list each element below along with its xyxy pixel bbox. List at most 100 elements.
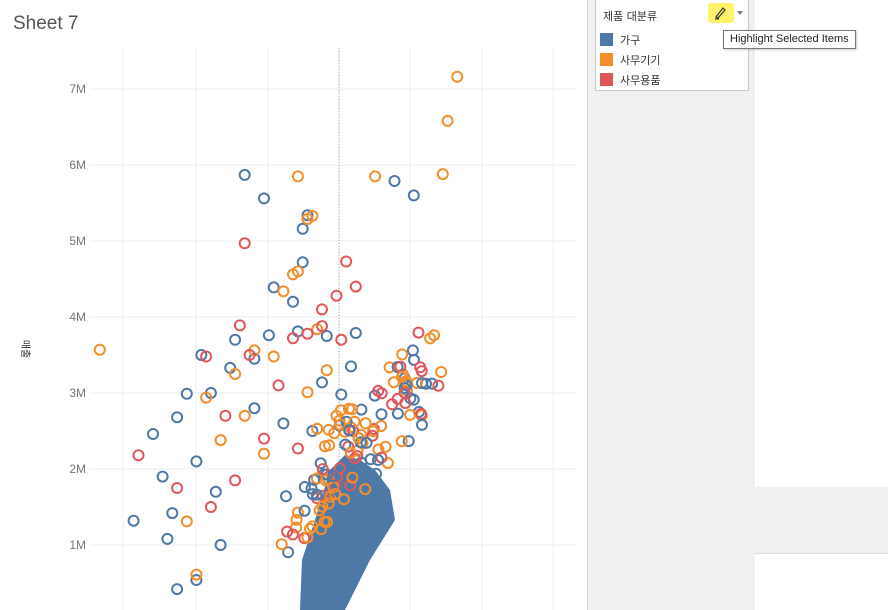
data-point[interactable] — [238, 237, 251, 250]
data-point[interactable] — [387, 376, 400, 389]
data-point[interactable] — [286, 528, 299, 541]
data-point[interactable] — [316, 376, 328, 389]
data-point[interactable] — [379, 440, 392, 453]
data-point[interactable] — [161, 532, 174, 545]
data-point[interactable] — [412, 326, 425, 339]
data-point[interactable] — [344, 479, 357, 492]
data-point[interactable] — [318, 440, 331, 453]
data-point[interactable] — [337, 493, 350, 506]
data-point[interactable] — [243, 349, 256, 361]
data-point[interactable] — [381, 457, 394, 470]
data-point[interactable] — [180, 387, 193, 400]
data-point[interactable] — [171, 583, 184, 596]
data-point[interactable] — [204, 501, 217, 513]
highlight-selected-items-button[interactable] — [708, 3, 734, 23]
data-point[interactable] — [248, 402, 261, 415]
data-point[interactable] — [291, 442, 304, 455]
data-point[interactable] — [359, 483, 372, 496]
data-point[interactable] — [258, 192, 270, 205]
data-point[interactable] — [272, 379, 285, 392]
data-point[interactable] — [416, 418, 428, 431]
data-point[interactable] — [290, 513, 303, 526]
data-point[interactable] — [306, 488, 319, 501]
data-point[interactable] — [345, 360, 357, 373]
data-point[interactable] — [262, 329, 275, 342]
legend-item-office-machines[interactable]: 사무기기 — [600, 51, 740, 67]
data-point[interactable] — [406, 344, 419, 357]
data-point[interactable] — [200, 391, 213, 404]
data-point[interactable] — [441, 114, 454, 127]
data-point[interactable] — [280, 490, 292, 503]
data-point[interactable] — [370, 467, 382, 480]
data-point[interactable] — [277, 285, 290, 298]
data-point[interactable] — [375, 420, 388, 432]
data-point[interactable] — [335, 333, 348, 346]
data-point[interactable] — [305, 482, 318, 495]
data-point[interactable] — [282, 546, 295, 559]
data-point[interactable] — [451, 70, 464, 83]
data-point[interactable] — [314, 457, 327, 470]
data-point[interactable] — [219, 409, 232, 422]
data-point[interactable] — [301, 327, 314, 340]
data-point[interactable] — [322, 497, 335, 510]
data-point[interactable] — [316, 500, 329, 513]
data-point[interactable] — [200, 350, 213, 363]
data-point[interactable] — [258, 432, 270, 445]
data-point[interactable] — [367, 425, 379, 438]
data-point[interactable] — [180, 515, 193, 528]
data-point[interactable] — [402, 435, 415, 448]
data-point[interactable] — [320, 364, 333, 377]
chevron-down-icon[interactable] — [735, 8, 745, 18]
data-point[interactable] — [366, 429, 379, 442]
data-point[interactable] — [404, 408, 416, 421]
data-point[interactable] — [214, 434, 227, 447]
data-point[interactable] — [229, 368, 242, 380]
legend-item-furniture[interactable]: 가구 — [600, 31, 740, 47]
data-point[interactable] — [275, 538, 288, 551]
data-point[interactable] — [127, 514, 140, 527]
data-point[interactable] — [238, 409, 251, 422]
data-point[interactable] — [372, 454, 384, 466]
data-point[interactable] — [214, 539, 227, 551]
data-point[interactable] — [171, 411, 184, 424]
data-point[interactable] — [343, 424, 356, 437]
data-point[interactable] — [346, 403, 359, 416]
data-point[interactable] — [348, 415, 361, 428]
data-point[interactable] — [335, 388, 348, 401]
data-point[interactable] — [166, 507, 179, 520]
data-point[interactable] — [238, 168, 251, 181]
data-point[interactable] — [372, 384, 385, 397]
data-point[interactable] — [132, 449, 145, 462]
data-point[interactable] — [277, 417, 290, 430]
data-point[interactable] — [301, 209, 314, 222]
data-point[interactable] — [296, 222, 309, 235]
data-point[interactable] — [287, 295, 299, 308]
scatter-plot[interactable]: 1M 2M 3M 4M 5M 6M 7M 매출 — [0, 0, 587, 610]
data-point[interactable] — [316, 303, 328, 316]
data-point[interactable] — [171, 482, 184, 494]
data-point[interactable] — [267, 350, 280, 363]
data-point[interactable] — [311, 422, 324, 435]
data-point[interactable] — [296, 256, 309, 269]
data-point[interactable] — [388, 175, 401, 187]
data-point[interactable] — [426, 377, 439, 390]
data-point[interactable] — [306, 209, 319, 222]
data-point[interactable] — [339, 438, 352, 451]
data-point[interactable] — [190, 574, 203, 586]
data-point[interactable] — [396, 348, 409, 361]
data-point[interactable] — [407, 189, 420, 202]
data-point[interactable] — [156, 470, 169, 483]
data-point[interactable] — [315, 523, 328, 536]
data-point[interactable] — [360, 436, 373, 449]
data-point[interactable] — [344, 446, 357, 459]
data-point[interactable] — [301, 386, 314, 399]
data-point[interactable] — [398, 382, 411, 394]
data-point[interactable] — [338, 499, 351, 512]
data-point[interactable] — [333, 414, 346, 427]
data-point[interactable] — [395, 371, 408, 383]
data-point[interactable] — [435, 366, 448, 378]
data-point[interactable] — [340, 255, 353, 268]
data-point[interactable] — [436, 168, 449, 181]
data-point[interactable] — [190, 455, 203, 468]
data-point[interactable] — [258, 447, 270, 460]
